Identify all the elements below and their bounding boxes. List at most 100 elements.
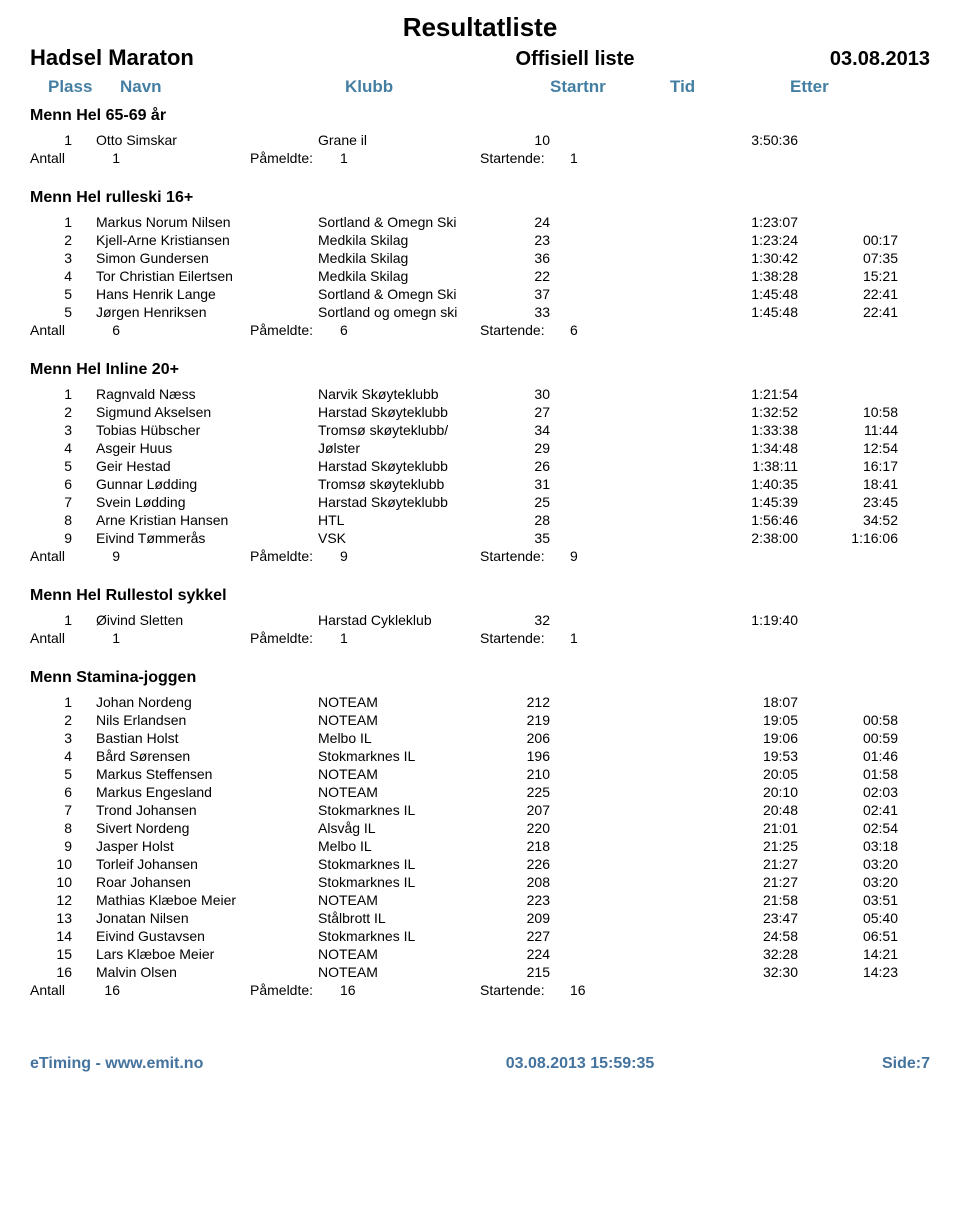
cell-plass: 5 <box>48 286 96 302</box>
cell-etter: 00:17 <box>798 232 898 248</box>
col-etter: Etter <box>790 77 890 97</box>
result-row: 5Jørgen HenriksenSortland og omegn ski33… <box>30 303 930 321</box>
cell-klubb: Jølster <box>318 440 508 456</box>
summary-antall-value: 16 <box>80 982 140 998</box>
result-row: 7Svein LøddingHarstad Skøyteklubb251:45:… <box>30 493 930 511</box>
summary-pameldte-value: 6 <box>340 322 400 338</box>
cell-navn: Asgeir Huus <box>96 440 318 456</box>
cell-plass: 2 <box>48 712 96 728</box>
cell-etter: 03:20 <box>798 856 898 872</box>
cell-startnr: 223 <box>508 892 568 908</box>
cell-klubb: VSK <box>318 530 508 546</box>
cell-tid: 1:19:40 <box>568 612 798 628</box>
header-row: Hadsel Maraton Offisiell liste 03.08.201… <box>30 45 930 71</box>
cell-navn: Sivert Nordeng <box>96 820 318 836</box>
cell-klubb: Sortland & Omegn Ski <box>318 286 508 302</box>
cell-navn: Hans Henrik Lange <box>96 286 318 302</box>
cell-etter: 10:58 <box>798 404 898 420</box>
cell-plass: 4 <box>48 268 96 284</box>
cell-tid: 21:25 <box>568 838 798 854</box>
cell-navn: Ragnvald Næss <box>96 386 318 402</box>
footer: eTiming - www.emit.no 03.08.2013 15:59:3… <box>0 1055 960 1073</box>
footer-middle: 03.08.2013 15:59:35 <box>350 1055 810 1073</box>
summary-startende-value: 9 <box>570 548 630 564</box>
subtitle: Offisiell liste <box>370 48 780 71</box>
cell-plass: 3 <box>48 422 96 438</box>
result-row: 2Nils ErlandsenNOTEAM21919:0500:58 <box>30 711 930 729</box>
cell-navn: Geir Hestad <box>96 458 318 474</box>
cell-klubb: Stokmarknes IL <box>318 874 508 890</box>
cell-startnr: 10 <box>508 132 568 148</box>
cell-startnr: 207 <box>508 802 568 818</box>
cell-navn: Trond Johansen <box>96 802 318 818</box>
cell-klubb: Stokmarknes IL <box>318 856 508 872</box>
result-row: 10Torleif JohansenStokmarknes IL22621:27… <box>30 855 930 873</box>
summary-row: Antall1Påmeldte:1Startende:1 <box>30 149 930 167</box>
cell-navn: Markus Steffensen <box>96 766 318 782</box>
result-row: 4Asgeir HuusJølster291:34:4812:54 <box>30 439 930 457</box>
cell-navn: Bastian Holst <box>96 730 318 746</box>
summary-startende-value: 1 <box>570 630 630 646</box>
cell-plass: 5 <box>48 766 96 782</box>
summary-startende-label: Startende: <box>480 322 570 338</box>
cell-plass: 4 <box>48 748 96 764</box>
summary-startende-value: 6 <box>570 322 630 338</box>
header-date: 03.08.2013 <box>780 48 930 71</box>
cell-klubb: Grane il <box>318 132 508 148</box>
cell-plass: 10 <box>48 874 96 890</box>
cell-navn: Markus Engesland <box>96 784 318 800</box>
cell-plass: 6 <box>48 784 96 800</box>
column-header-row: Plass Navn Klubb Startnr Tid Etter <box>30 77 930 97</box>
col-startnr: Startnr <box>550 77 670 97</box>
cell-etter: 22:41 <box>798 304 898 320</box>
summary-antall-label: Antall <box>30 548 80 564</box>
cell-tid: 1:23:07 <box>568 214 798 230</box>
result-group: Menn Hel Inline 20+1Ragnvald NæssNarvik … <box>30 361 930 565</box>
cell-startnr: 206 <box>508 730 568 746</box>
cell-klubb: Medkila Skilag <box>318 232 508 248</box>
summary-pameldte-value: 1 <box>340 630 400 646</box>
cell-plass: 1 <box>48 214 96 230</box>
cell-plass: 1 <box>48 386 96 402</box>
cell-etter: 06:51 <box>798 928 898 944</box>
result-row: 8Sivert NordengAlsvåg IL22021:0102:54 <box>30 819 930 837</box>
cell-tid: 32:28 <box>568 946 798 962</box>
cell-tid: 1:33:38 <box>568 422 798 438</box>
col-plass: Plass <box>48 77 120 97</box>
cell-etter: 22:41 <box>798 286 898 302</box>
summary-row: Antall9Påmeldte:9Startende:9 <box>30 547 930 565</box>
cell-startnr: 26 <box>508 458 568 474</box>
summary-startende-label: Startende: <box>480 548 570 564</box>
cell-plass: 2 <box>48 232 96 248</box>
cell-tid: 18:07 <box>568 694 798 710</box>
summary-antall-value: 6 <box>80 322 140 338</box>
result-row: 14Eivind GustavsenStokmarknes IL22724:58… <box>30 927 930 945</box>
cell-startnr: 226 <box>508 856 568 872</box>
cell-startnr: 219 <box>508 712 568 728</box>
cell-plass: 3 <box>48 730 96 746</box>
result-group: Menn Hel Rullestol sykkel1Øivind Sletten… <box>30 587 930 647</box>
cell-tid: 20:05 <box>568 766 798 782</box>
cell-plass: 6 <box>48 476 96 492</box>
cell-klubb: Medkila Skilag <box>318 250 508 266</box>
summary-antall-value: 9 <box>80 548 140 564</box>
cell-klubb: Stålbrott IL <box>318 910 508 926</box>
result-row: 6Markus EngeslandNOTEAM22520:1002:03 <box>30 783 930 801</box>
cell-tid: 21:01 <box>568 820 798 836</box>
summary-pameldte-label: Påmeldte: <box>250 322 340 338</box>
cell-tid: 21:58 <box>568 892 798 908</box>
cell-startnr: 31 <box>508 476 568 492</box>
summary-startende-label: Startende: <box>480 982 570 998</box>
cell-startnr: 36 <box>508 250 568 266</box>
cell-etter: 02:03 <box>798 784 898 800</box>
cell-plass: 9 <box>48 838 96 854</box>
cell-navn: Eivind Tømmerås <box>96 530 318 546</box>
cell-navn: Jørgen Henriksen <box>96 304 318 320</box>
cell-tid: 19:53 <box>568 748 798 764</box>
cell-plass: 15 <box>48 946 96 962</box>
summary-pameldte-value: 9 <box>340 548 400 564</box>
summary-startende-label: Startende: <box>480 630 570 646</box>
summary-antall-value: 1 <box>80 150 140 166</box>
cell-etter: 03:51 <box>798 892 898 908</box>
groups-container: Menn Hel 65-69 år1Otto SimskarGrane il10… <box>30 107 930 999</box>
